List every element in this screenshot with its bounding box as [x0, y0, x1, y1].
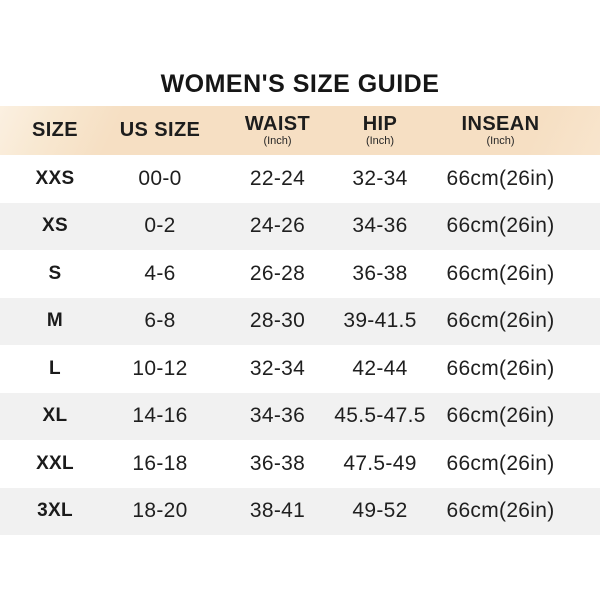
- header-label: SIZE: [31, 119, 79, 141]
- cell-size: XL: [42, 405, 68, 427]
- header-cell-hip: HIP (Inch): [345, 106, 415, 155]
- cell-us-size: 16-18: [132, 451, 188, 475]
- header-label: HIP: [362, 113, 398, 135]
- cell-size: L: [49, 357, 61, 379]
- table-row-m: M 6-8 28-30 39-41.5 66cm(26in): [0, 297, 600, 345]
- cell-waist: 24-26: [249, 214, 306, 238]
- cell-insean: 66cm(26in): [446, 499, 555, 523]
- cell-size: S: [48, 262, 62, 284]
- cell-hip: 45.5-47.5: [334, 404, 426, 428]
- size-guide-table: SIZE US SIZE WAIST (Inch) HIP (Inch) INS…: [0, 106, 600, 535]
- cell-insean: 66cm(26in): [446, 356, 555, 380]
- table-row-l: L 10-12 32-34 42-44 66cm(26in): [0, 345, 600, 393]
- header-label: INSEAN: [461, 113, 540, 135]
- cell-us-size: 14-16: [132, 404, 188, 428]
- cell-insean: 66cm(26in): [446, 309, 555, 333]
- cell-hip: 39-41.5: [343, 309, 417, 333]
- cell-waist: 22-24: [249, 166, 306, 190]
- cell-waist: 32-34: [249, 356, 306, 380]
- table-row-xxs: XXS 00-0 22-24 32-34 66cm(26in): [0, 155, 600, 203]
- table-row-xl: XL 14-16 34-36 45.5-47.5 66cm(26in): [0, 392, 600, 440]
- cell-insean: 66cm(26in): [446, 451, 555, 475]
- cell-us-size: 00-0: [138, 166, 182, 190]
- header-unit-label: (Inch): [486, 135, 515, 147]
- cell-waist: 34-36: [249, 404, 306, 428]
- header-cell-insean: INSEAN (Inch): [415, 106, 600, 155]
- header-cell-waist: WAIST (Inch): [210, 106, 345, 155]
- table-row-s: S 4-6 26-28 36-38 66cm(26in): [0, 250, 600, 298]
- cell-size: 3XL: [37, 500, 73, 522]
- cell-size: XXS: [35, 167, 75, 189]
- cell-waist: 36-38: [249, 451, 306, 475]
- cell-waist: 38-41: [249, 499, 306, 523]
- cell-insean: 66cm(26in): [446, 214, 555, 238]
- header-label: WAIST: [244, 113, 311, 135]
- cell-us-size: 4-6: [144, 261, 176, 285]
- cell-size: M: [46, 310, 64, 332]
- cell-size: XXL: [36, 452, 74, 474]
- cell-hip: 47.5-49: [343, 451, 417, 475]
- cell-waist: 28-30: [249, 309, 306, 333]
- cell-insean: 66cm(26in): [446, 404, 555, 428]
- header-label: US SIZE: [119, 119, 201, 141]
- cell-hip: 32-34: [352, 166, 408, 190]
- table-row-xs: XS 0-2 24-26 34-36 66cm(26in): [0, 202, 600, 250]
- table-header-row: SIZE US SIZE WAIST (Inch) HIP (Inch) INS…: [0, 106, 600, 155]
- cell-us-size: 18-20: [132, 499, 188, 523]
- cell-us-size: 6-8: [144, 309, 176, 333]
- header-unit-label: (Inch): [365, 135, 395, 147]
- cell-us-size: 10-12: [132, 356, 188, 380]
- header-unit-label: (Inch): [263, 135, 292, 147]
- cell-us-size: 0-2: [144, 214, 176, 238]
- table-row-xxl: XXL 16-18 36-38 47.5-49 66cm(26in): [0, 440, 600, 488]
- header-cell-size: SIZE: [0, 106, 110, 155]
- cell-hip: 36-38: [352, 261, 408, 285]
- cell-hip: 34-36: [352, 214, 408, 238]
- cell-hip: 42-44: [352, 356, 408, 380]
- header-cell-us-size: US SIZE: [110, 106, 210, 155]
- cell-insean: 66cm(26in): [446, 261, 555, 285]
- page-title: WOMEN'S SIZE GUIDE: [160, 70, 440, 98]
- cell-size: XS: [42, 215, 68, 237]
- cell-hip: 49-52: [352, 499, 408, 523]
- cell-insean: 66cm(26in): [446, 166, 555, 190]
- cell-waist: 26-28: [249, 261, 306, 285]
- table-row-3xl: 3XL 18-20 38-41 49-52 66cm(26in): [0, 487, 600, 535]
